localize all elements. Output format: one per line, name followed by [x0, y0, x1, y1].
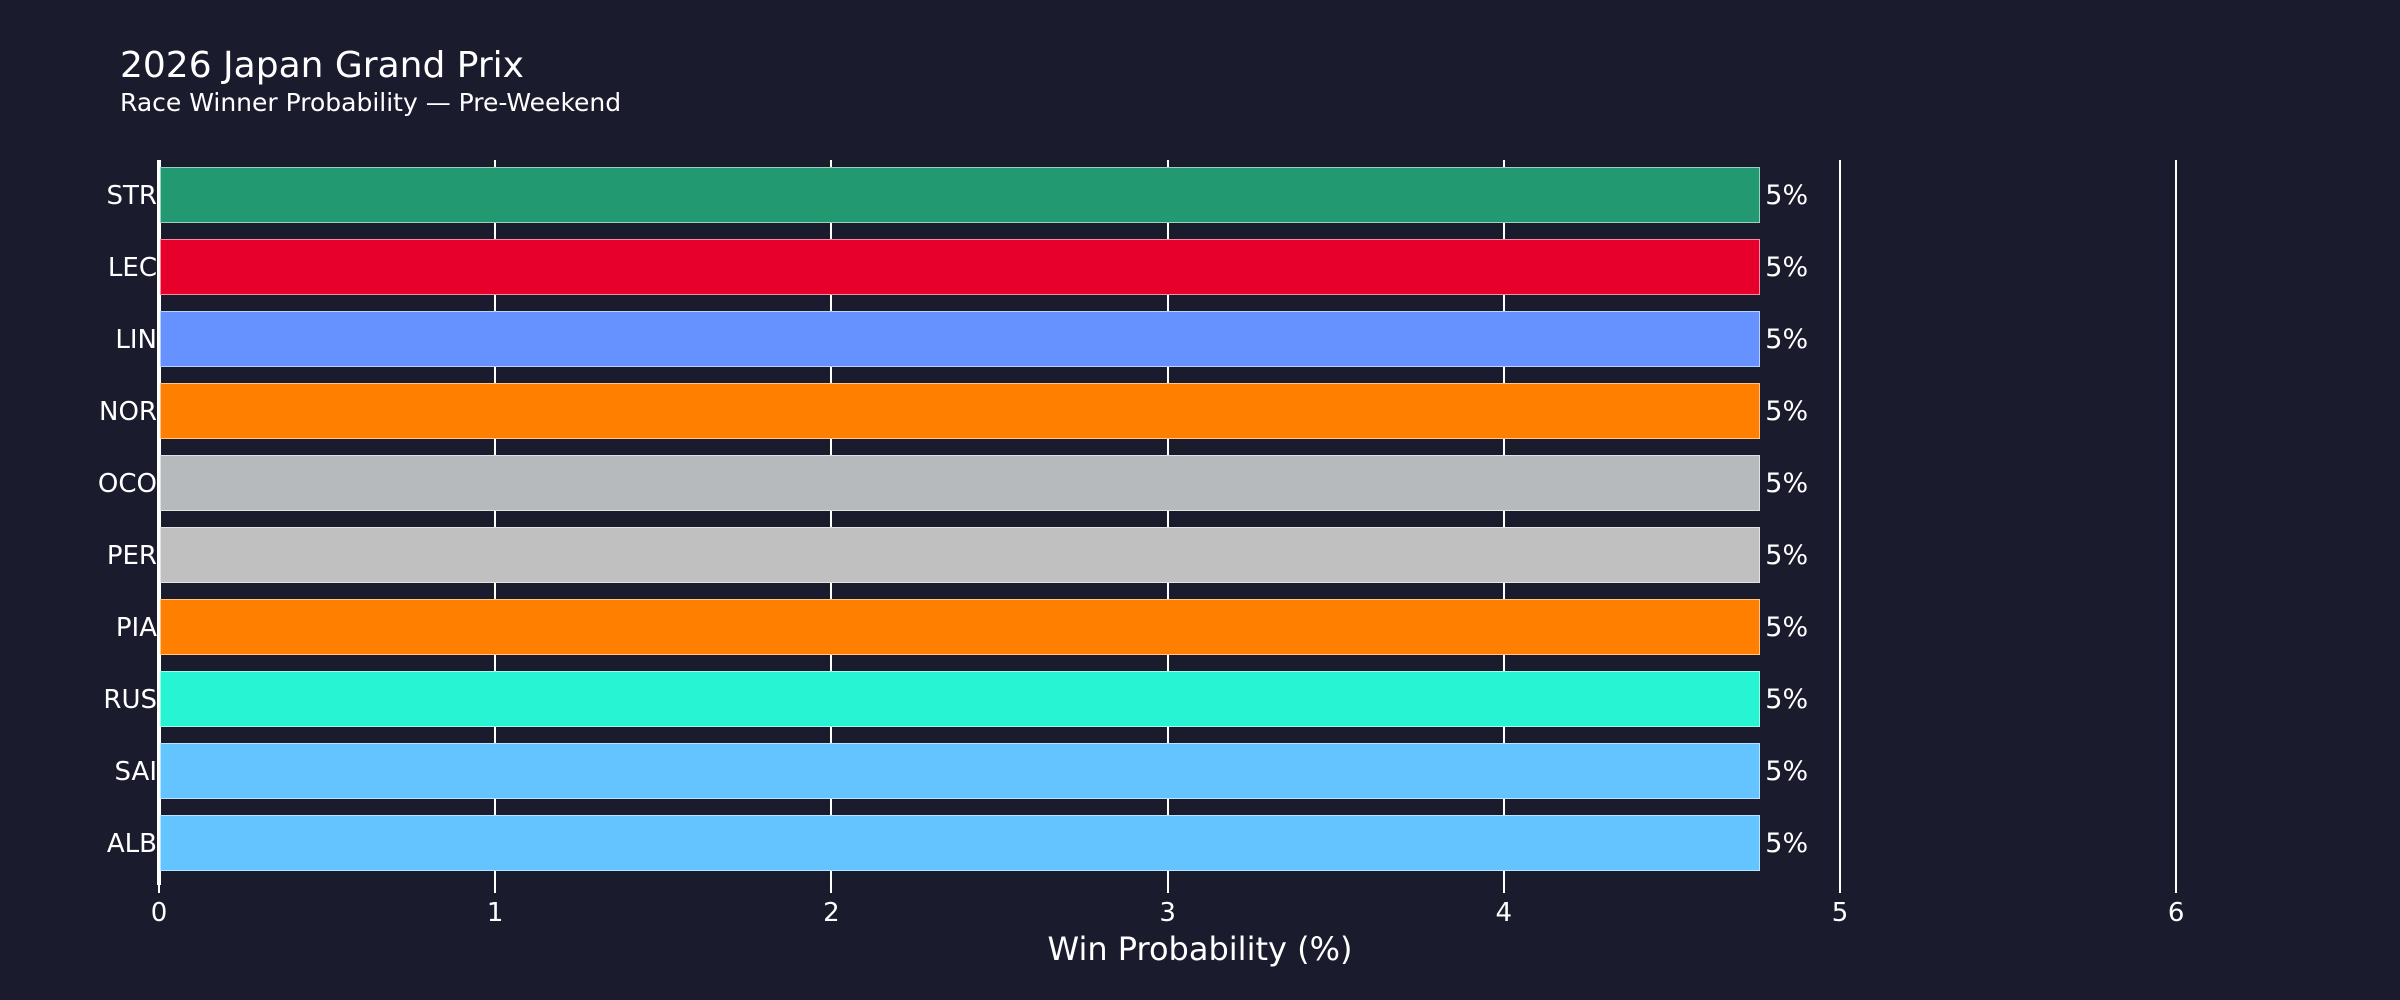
bar-rus[interactable]	[160, 671, 1761, 727]
x-tick-label: 6	[2167, 898, 2185, 928]
value-label: 5%	[1765, 396, 1809, 427]
category-label: NOR	[99, 397, 157, 427]
category-label: ALB	[106, 829, 157, 859]
category-label: LEC	[107, 253, 157, 283]
category-label: PIA	[115, 613, 157, 643]
bar-str[interactable]	[160, 167, 1761, 223]
x-tick-label: 1	[486, 898, 504, 928]
bar-lin[interactable]	[160, 311, 1761, 367]
gridline	[494, 160, 497, 885]
x-tick	[1839, 885, 1841, 893]
category-label: PER	[106, 541, 157, 571]
x-tick	[158, 885, 160, 893]
value-label: 5%	[1765, 180, 1809, 211]
value-label: 5%	[1765, 828, 1809, 859]
gridline	[1839, 160, 1841, 885]
category-label: OCO	[97, 469, 157, 499]
gridline	[1166, 160, 1169, 885]
bar-lec[interactable]	[160, 239, 1761, 295]
value-label: 5%	[1765, 612, 1809, 643]
bar-oco[interactable]	[160, 455, 1761, 511]
y-axis-line	[157, 160, 161, 885]
x-tick	[494, 885, 497, 893]
bar-pia[interactable]	[160, 599, 1761, 655]
category-label: STR	[106, 181, 157, 211]
value-label: 5%	[1765, 252, 1809, 283]
category-label: RUS	[103, 685, 157, 715]
x-tick	[830, 885, 833, 893]
x-tick	[1502, 885, 1505, 893]
category-label: LIN	[115, 325, 157, 355]
value-label: 5%	[1765, 756, 1809, 787]
gridline	[2175, 160, 2178, 885]
gridline	[830, 160, 833, 885]
bar-sai[interactable]	[160, 743, 1761, 799]
x-tick-label: 5	[1831, 898, 1849, 928]
chart-title: 2026 Japan Grand Prix	[120, 45, 524, 86]
bar-per[interactable]	[160, 527, 1761, 583]
x-axis-label: Win Probability (%)	[1047, 930, 1353, 968]
value-label: 5%	[1765, 324, 1809, 355]
plot-area: 0 1 2 3 4 5 6 STR 5% LEC 5% LIN 5% NOR 5% OCO 5% PER 5% PIA…	[98, 160, 2184, 928]
bar-nor[interactable]	[160, 383, 1761, 439]
x-tick	[2175, 885, 2178, 893]
x-tick-label: 2	[823, 898, 840, 928]
value-label: 5%	[1765, 468, 1809, 499]
category-label: SAI	[114, 757, 157, 787]
value-label: 5%	[1765, 684, 1809, 715]
bar-alb[interactable]	[160, 815, 1761, 871]
gridline	[1502, 160, 1505, 885]
value-label: 5%	[1765, 540, 1809, 571]
x-tick	[1166, 885, 1169, 893]
chart-subtitle: Race Winner Probability — Pre-Weekend	[120, 88, 622, 117]
x-tick-label: 0	[150, 898, 168, 928]
x-tick-label: 3	[1159, 898, 1176, 928]
x-tick-label: 4	[1495, 898, 1513, 928]
